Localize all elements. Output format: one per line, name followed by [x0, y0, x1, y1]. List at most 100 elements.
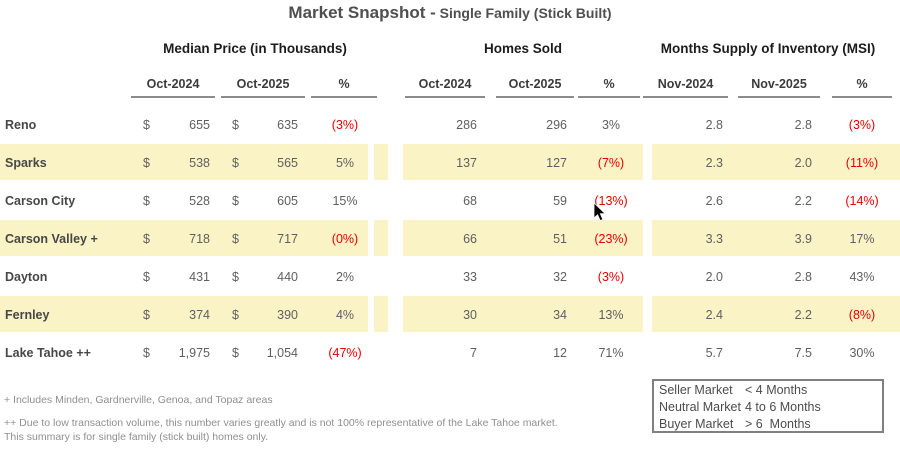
- cell-hs-2025: 51: [553, 232, 567, 246]
- currency-symbol: $: [232, 270, 239, 284]
- group-header-msi: Months Supply of Inventory (MSI): [660, 41, 876, 56]
- cell-hs-2024: 30: [463, 308, 477, 322]
- table-row-dayton: Dayton $ 431 $ 440 2% 33 32 (3%) 2.0 2.8…: [0, 258, 900, 296]
- col-header-msi-nov2025: Nov-2025: [738, 77, 820, 98]
- currency-symbol: $: [143, 194, 150, 208]
- table-row-reno: Reno $ 655 $ 635 (3%) 286 296 3% 2.8 2.8…: [0, 106, 900, 144]
- cell-msi-pct: 43%: [849, 270, 875, 284]
- cell-hs-2024: 33: [463, 270, 477, 284]
- col-header-hs-oct2024: Oct-2024: [405, 77, 485, 98]
- cell-msi-2025: 2.8: [794, 118, 812, 132]
- cell-hs-pct: (3%): [597, 270, 625, 284]
- row-label: Carson City: [5, 194, 76, 208]
- legend-label: Seller Market: [659, 383, 733, 397]
- cell-mp-pct: (47%): [328, 346, 362, 360]
- currency-symbol: $: [143, 156, 150, 170]
- cell-hs-2025: 34: [553, 308, 567, 322]
- col-header-mp-pct: %: [311, 77, 377, 98]
- cell-msi-2025: 2.2: [794, 308, 812, 322]
- cell-hs-2025: 32: [553, 270, 567, 284]
- footnote-lake-tahoe: ++ Due to low transaction volume, this n…: [4, 417, 558, 429]
- row-label: Reno: [5, 118, 37, 132]
- cell-mp-pct: 4%: [335, 308, 355, 322]
- group-header-homes-sold: Homes Sold: [483, 41, 562, 56]
- currency-symbol: $: [143, 346, 150, 360]
- msi-legend-box: Seller Market < 4 Months Neutral Market …: [652, 379, 884, 433]
- cell-mp-2024: 431: [189, 270, 210, 284]
- cell-msi-2025: 2.8: [794, 270, 812, 284]
- table-row-sparks: Sparks $ 538 $ 565 5% 137 127 (7%) 2.3 2…: [0, 144, 900, 182]
- cell-msi-2025: 7.5: [794, 346, 812, 360]
- table-row-lake-tahoe: Lake Tahoe ++ $ 1,975 $ 1,054 (47%) 7 12…: [0, 334, 900, 372]
- cell-hs-pct: 13%: [598, 308, 624, 322]
- cell-msi-2024: 3.3: [705, 232, 723, 246]
- cell-msi-2024: 2.0: [705, 270, 723, 284]
- cell-hs-pct: (13%): [594, 194, 628, 208]
- cell-msi-pct: 17%: [849, 232, 875, 246]
- col-header-mp-oct2024: Oct-2024: [131, 77, 215, 98]
- cell-mp-2024: 718: [189, 232, 210, 246]
- cell-msi-2024: 2.3: [705, 156, 723, 170]
- cell-msi-2025: 3.9: [794, 232, 812, 246]
- cell-hs-2025: 296: [546, 118, 567, 132]
- currency-symbol: $: [143, 308, 150, 322]
- cell-hs-2024: 7: [470, 346, 477, 360]
- cell-mp-pct: (3%): [331, 118, 359, 132]
- cell-mp-2024: 1,975: [178, 346, 210, 360]
- currency-symbol: $: [232, 232, 239, 246]
- cell-msi-2024: 2.8: [705, 118, 723, 132]
- cell-mp-pct: 2%: [335, 270, 355, 284]
- cell-msi-2025: 2.2: [794, 194, 812, 208]
- table-row-carson-city: Carson City $ 528 $ 605 15% 68 59 (13%) …: [0, 182, 900, 220]
- footnote-carson-valley: + Includes Minden, Gardnerville, Genoa, …: [4, 394, 273, 406]
- col-header-msi-pct: %: [832, 77, 892, 98]
- cell-hs-pct: 71%: [598, 346, 624, 360]
- legend-value: 4 to 6 Months: [745, 400, 821, 414]
- col-header-hs-oct2025: Oct-2025: [496, 77, 574, 98]
- currency-symbol: $: [232, 194, 239, 208]
- cell-mp-2024: 538: [189, 156, 210, 170]
- cell-mp-2025: 635: [277, 118, 298, 132]
- cell-mp-2025: 565: [277, 156, 298, 170]
- col-header-msi-nov2024: Nov-2024: [643, 77, 728, 98]
- group-header-median-price: Median Price (in Thousands): [163, 41, 347, 56]
- legend-label: Buyer Market: [659, 417, 734, 431]
- cell-hs-2025: 59: [553, 194, 567, 208]
- legend-value: < 4 Months: [745, 383, 808, 397]
- currency-symbol: $: [232, 346, 239, 360]
- table-row-carson-valley: Carson Valley + $ 718 $ 717 (0%) 66 51 (…: [0, 220, 900, 258]
- cell-mp-2025: 717: [277, 232, 298, 246]
- row-label: Fernley: [5, 308, 50, 322]
- cell-hs-2024: 286: [456, 118, 477, 132]
- cell-msi-pct: (14%): [845, 194, 879, 208]
- row-label: Lake Tahoe ++: [5, 346, 91, 360]
- cell-hs-pct: 3%: [601, 118, 621, 132]
- mouse-cursor-icon: [594, 203, 606, 222]
- cell-hs-2024: 66: [463, 232, 477, 246]
- row-label: Dayton: [5, 270, 48, 284]
- cell-mp-pct: (0%): [331, 232, 359, 246]
- cell-msi-2024: 2.4: [705, 308, 723, 322]
- title-subtitle: Single Family (Stick Built): [435, 5, 612, 21]
- cell-msi-pct: (3%): [848, 118, 876, 132]
- cell-mp-pct: 15%: [332, 194, 358, 208]
- cell-mp-2024: 374: [189, 308, 210, 322]
- cell-hs-2024: 137: [456, 156, 477, 170]
- cell-msi-2024: 2.6: [705, 194, 723, 208]
- currency-symbol: $: [232, 156, 239, 170]
- cell-msi-pct: 30%: [849, 346, 875, 360]
- cell-msi-2024: 5.7: [705, 346, 723, 360]
- cell-mp-2024: 528: [189, 194, 210, 208]
- row-label: Carson Valley +: [5, 232, 98, 246]
- cell-hs-2024: 68: [463, 194, 477, 208]
- row-label: Sparks: [5, 156, 47, 170]
- legend-label: Neutral Market: [659, 400, 741, 414]
- legend-row-neutral: Neutral Market 4 to 6 Months: [659, 399, 882, 416]
- currency-symbol: $: [143, 118, 150, 132]
- currency-symbol: $: [143, 270, 150, 284]
- cell-msi-pct: (11%): [845, 156, 879, 170]
- legend-row-buyer: Buyer Market > 6 Months: [659, 416, 882, 433]
- currency-symbol: $: [143, 232, 150, 246]
- legend-row-seller: Seller Market < 4 Months: [659, 382, 882, 399]
